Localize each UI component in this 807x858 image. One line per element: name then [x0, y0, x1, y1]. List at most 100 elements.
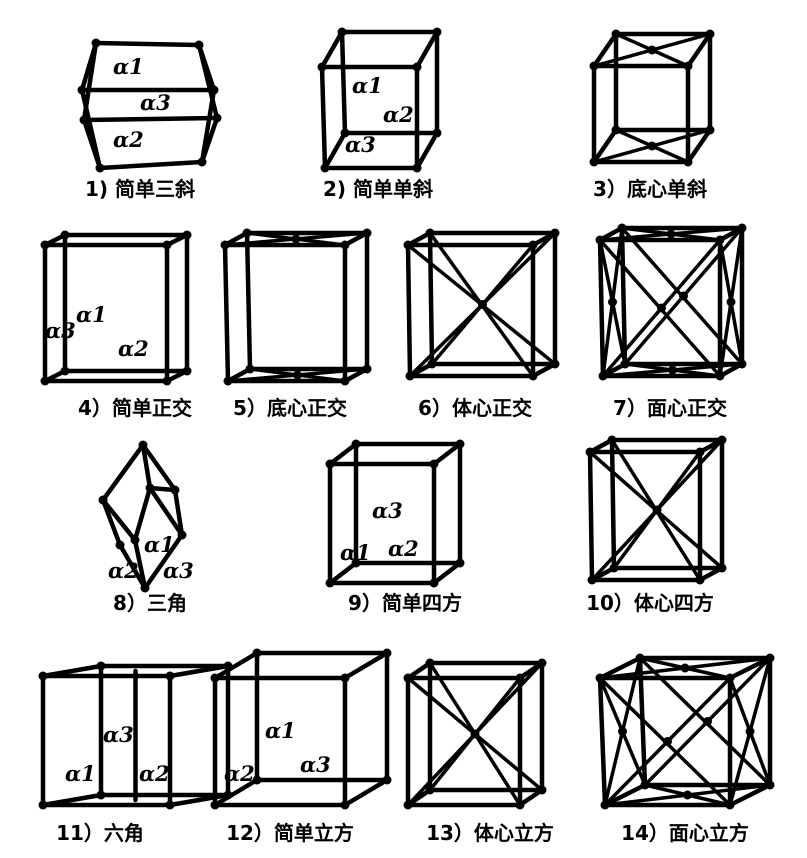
lattice-caption: 11）六角	[56, 821, 144, 845]
lattice-point	[340, 800, 350, 810]
angle-label: α2	[118, 336, 149, 361]
lattice-figure-14	[595, 653, 775, 810]
lattice-caption: 12）简单立方	[226, 821, 354, 845]
lattice-point	[320, 163, 330, 173]
angle-label: α2	[113, 127, 144, 152]
lattice-point	[98, 495, 108, 505]
lattice-point	[145, 483, 155, 493]
lattice-point	[608, 297, 617, 307]
lattice-edge	[244, 230, 253, 372]
lattice-caption: 9）简单四方	[348, 591, 462, 615]
lattice-edge	[142, 532, 185, 591]
lattice-point	[162, 376, 172, 386]
angle-label: α3	[345, 132, 376, 157]
lattice-point	[212, 113, 222, 123]
lattice-edge	[587, 449, 595, 583]
lattice-caption: 6）体心正交	[418, 396, 532, 420]
lattice-point	[432, 128, 442, 138]
lattice-edge	[431, 441, 463, 467]
lattice-point	[291, 234, 301, 244]
lattice-edge	[319, 64, 328, 171]
lattice-caption: 5）底心正交	[233, 396, 347, 420]
lattice-figure-13	[403, 658, 547, 810]
lattice-point	[412, 163, 422, 173]
lattice-edge	[327, 441, 359, 467]
lattice-point	[252, 775, 262, 785]
lattice-point	[455, 558, 465, 568]
lattice-point	[666, 229, 676, 239]
lattice-point	[351, 558, 361, 568]
lattice-edge	[172, 487, 185, 538]
lattice-point	[745, 727, 755, 736]
lattice-point	[77, 85, 87, 95]
lattice-figure-5	[220, 228, 372, 386]
lattice-point	[79, 115, 89, 125]
lattice-point	[293, 370, 302, 380]
angle-label: α3	[140, 90, 171, 115]
lattice-point	[130, 535, 140, 545]
lattice-point	[95, 163, 105, 173]
angle-label: α2	[108, 558, 139, 583]
lattice-edge	[414, 29, 440, 70]
lattice-point	[478, 300, 487, 309]
lattice-point	[726, 297, 736, 307]
lattice-point	[96, 661, 106, 671]
lattice-point	[325, 578, 335, 588]
lattice-point	[337, 27, 347, 37]
lattice-point	[679, 291, 688, 301]
lattice-point	[60, 230, 70, 240]
lattice-edge	[431, 560, 463, 586]
lattice-point	[429, 459, 439, 469]
lattice-point	[96, 790, 106, 800]
lattice-figure-11	[38, 661, 233, 810]
lattice-point	[382, 775, 392, 785]
lattice-point	[647, 141, 657, 151]
lattice-point	[317, 62, 327, 72]
lattice-edge	[222, 242, 231, 384]
lattice-point	[170, 485, 180, 495]
lattice-edge	[319, 29, 345, 70]
lattice-point	[340, 673, 350, 683]
lattice-point	[663, 737, 672, 746]
lattice-edge	[342, 777, 390, 808]
lattice-point	[647, 45, 657, 55]
lattice-edge	[199, 87, 217, 165]
angle-label: α1	[144, 532, 175, 557]
angle-label: α3	[45, 318, 76, 343]
lattice-edge	[100, 497, 123, 548]
lattice-point	[140, 583, 150, 593]
lattice-edge	[117, 542, 148, 591]
lattice-caption: 8）三角	[113, 591, 187, 615]
lattice-point	[210, 800, 220, 810]
lattice-point	[429, 578, 439, 588]
lattice-edge	[212, 777, 260, 808]
lattice-point	[340, 128, 350, 138]
lattice-caption: 1) 简单三斜	[85, 177, 195, 201]
lattice-point	[197, 157, 207, 167]
lattice-edge	[427, 230, 435, 367]
lattice-caption: 13）体心立方	[426, 821, 554, 845]
lattice-point	[432, 27, 442, 37]
lattice-caption: 4）简单正交	[78, 396, 192, 420]
lattice-edge	[100, 442, 146, 503]
lattice-edge	[597, 655, 643, 681]
lattice-edge	[414, 130, 440, 171]
lattice-point	[115, 540, 125, 550]
lattice-figure-9	[325, 439, 465, 588]
lattice-figure-7	[595, 223, 747, 381]
lattice-edge	[591, 127, 619, 165]
lattice-caption: 10）体心四方	[586, 591, 714, 615]
angle-label: α1	[340, 540, 371, 565]
lattice-edge	[93, 40, 202, 48]
lattice-edge	[140, 442, 153, 491]
lattice-edge	[147, 485, 185, 538]
lattice-point	[668, 365, 677, 375]
lattice-edge	[167, 663, 231, 679]
lattice-edge	[619, 225, 628, 367]
angle-label: α1	[76, 302, 107, 327]
lattice-point	[91, 38, 101, 48]
lattice-edge	[212, 650, 260, 681]
lattice-edge	[597, 237, 606, 379]
lattice-point	[138, 440, 148, 450]
lattice-point	[165, 800, 175, 810]
